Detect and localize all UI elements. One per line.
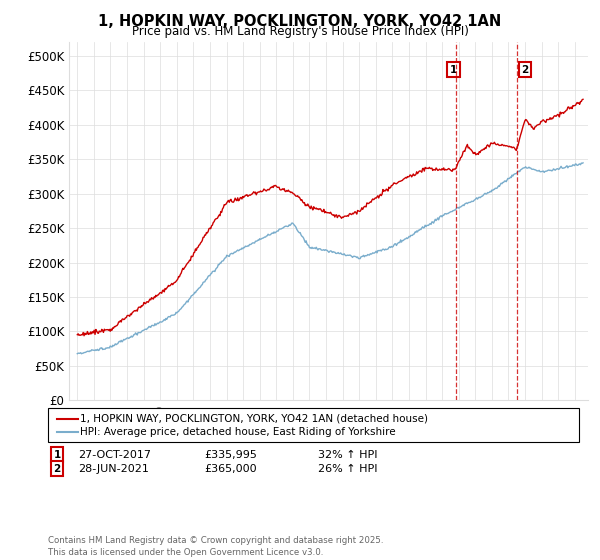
Text: £365,000: £365,000 [204,464,257,474]
Text: Price paid vs. HM Land Registry's House Price Index (HPI): Price paid vs. HM Land Registry's House … [131,25,469,38]
Text: 2: 2 [53,464,61,474]
Text: 28-JUN-2021: 28-JUN-2021 [78,464,149,474]
Text: 1: 1 [450,64,457,74]
Text: £335,995: £335,995 [204,450,257,460]
Text: Contains HM Land Registry data © Crown copyright and database right 2025.
This d: Contains HM Land Registry data © Crown c… [48,536,383,557]
Text: 32% ↑ HPI: 32% ↑ HPI [318,450,377,460]
Text: 1: 1 [53,450,61,460]
Text: 1, HOPKIN WAY, POCKLINGTON, YORK, YO42 1AN: 1, HOPKIN WAY, POCKLINGTON, YORK, YO42 1… [98,14,502,29]
Text: 27-OCT-2017: 27-OCT-2017 [78,450,151,460]
Text: 26% ↑ HPI: 26% ↑ HPI [318,464,377,474]
Text: HPI: Average price, detached house, East Riding of Yorkshire: HPI: Average price, detached house, East… [80,427,395,437]
Text: 2: 2 [521,64,529,74]
Text: 1, HOPKIN WAY, POCKLINGTON, YORK, YO42 1AN (detached house): 1, HOPKIN WAY, POCKLINGTON, YORK, YO42 1… [80,414,428,424]
